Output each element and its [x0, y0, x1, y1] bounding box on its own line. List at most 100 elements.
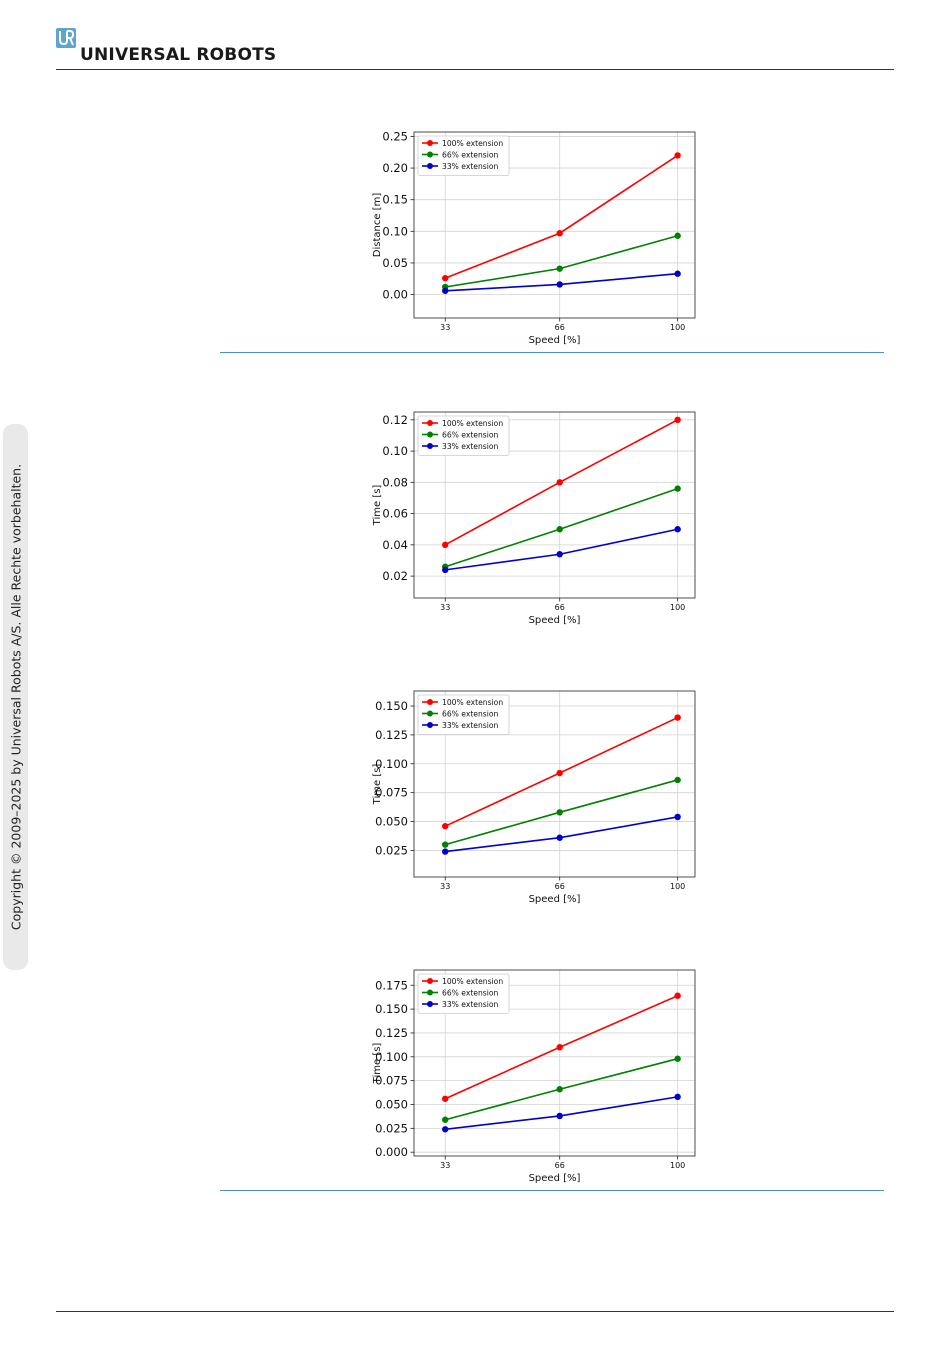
data-point-33-extension — [442, 1126, 449, 1133]
chart-time-1: 0.02 0.04 0.06 0.08 0.10 0.12 33 66 100 Speed [%]… — [372, 411, 696, 626]
data-point-66-extension — [556, 526, 563, 533]
legend-label: 33% extension — [442, 162, 498, 171]
legend-swatch-marker — [427, 1001, 433, 1007]
legend-swatch-marker — [427, 163, 433, 169]
plot-frame — [413, 969, 696, 1157]
y-tick-label: 0.25 — [382, 129, 408, 143]
y-axis-label: Distance [m] — [372, 193, 383, 258]
data-point-100-extension — [674, 152, 681, 159]
data-point-33-extension — [674, 813, 681, 821]
y-tick-label: 0.050 — [375, 815, 408, 829]
footer-divider — [56, 1311, 894, 1312]
y-tick-label: 0.125 — [375, 1026, 408, 1040]
y-tick-label: 0.00 — [382, 288, 408, 302]
x-tick-label: 33 — [440, 1161, 450, 1170]
data-point-66-extension — [674, 1055, 681, 1062]
ur-logo-icon — [56, 28, 76, 48]
data-point-33-extension — [556, 551, 563, 558]
x-axis-label: Speed [%] — [529, 615, 581, 626]
legend-box — [417, 135, 510, 176]
y-tick-label: 0.04 — [382, 538, 408, 552]
x-axis-label: Speed [%] — [529, 1173, 581, 1184]
legend-label: 33% extension — [442, 721, 498, 730]
legend-box — [417, 694, 510, 735]
data-point-33-extension — [556, 834, 563, 841]
x-tick-label: 100 — [670, 603, 685, 612]
legend-label: 66% extension — [442, 710, 498, 719]
legend-label: 66% extension — [442, 431, 498, 440]
plot-frame — [413, 131, 696, 319]
y-tick-label: 0.15 — [382, 193, 408, 207]
data-point-33-extension — [674, 526, 681, 533]
legend-box — [417, 415, 510, 456]
y-tick-label: 0.125 — [375, 728, 408, 742]
data-point-33-extension — [674, 1093, 681, 1101]
data-point-100-extension — [556, 230, 563, 237]
legend-swatch-marker — [427, 699, 433, 705]
data-point-33-extension — [674, 270, 681, 277]
x-tick-label: 33 — [440, 882, 450, 891]
header-divider — [56, 69, 894, 70]
x-tick-label: 66 — [555, 323, 565, 332]
x-tick-label: 66 — [555, 1161, 565, 1170]
data-point-66-extension — [674, 776, 681, 784]
page-header: UNIVERSAL ROBOTS — [56, 28, 894, 70]
legend-label: 100% extension — [442, 977, 503, 986]
y-tick-label: 0.050 — [375, 1097, 408, 1111]
data-point-100-extension — [442, 822, 449, 830]
legend-swatch-marker — [427, 722, 433, 728]
legend-swatch-marker — [427, 978, 433, 984]
x-axis-label: Speed [%] — [529, 335, 581, 346]
data-point-33-extension — [556, 1112, 563, 1120]
data-point-66-extension — [442, 841, 449, 848]
y-tick-label: 0.12 — [382, 413, 408, 427]
data-point-100-extension — [442, 274, 449, 282]
y-tick-label: 0.02 — [382, 569, 408, 583]
plot-frame — [413, 411, 696, 599]
legend-label: 66% extension — [442, 989, 498, 998]
data-point-100-extension — [442, 541, 449, 549]
data-point-100-extension — [556, 479, 563, 486]
legend-box — [417, 973, 510, 1014]
data-point-100-extension — [556, 1044, 563, 1051]
y-tick-label: 0.06 — [382, 507, 408, 521]
legend-swatch-marker — [427, 710, 433, 717]
legend-swatch-marker — [427, 431, 433, 438]
legend-label: 33% extension — [442, 1000, 498, 1009]
data-point-66-extension — [442, 1116, 449, 1123]
y-tick-label: 0.175 — [375, 978, 408, 992]
x-tick-label: 100 — [670, 1161, 685, 1170]
y-tick-label: 0.075 — [375, 786, 408, 800]
chart-time-3: 0.000 0.025 0.050 0.075 0.100 0.125 0.150 0.175… — [372, 969, 696, 1184]
legend-swatch-marker — [427, 989, 433, 996]
copyright-text: Copyright © 2009–2025 by Universal Robot… — [8, 463, 24, 931]
data-point-100-extension — [674, 416, 681, 424]
x-tick-label: 66 — [555, 603, 565, 612]
data-point-100-extension — [556, 769, 563, 777]
legend-label: 100% extension — [442, 698, 503, 707]
x-tick-label: 100 — [670, 882, 685, 891]
legend-swatch-marker — [427, 443, 433, 449]
y-tick-label: 0.100 — [375, 757, 408, 771]
y-tick-label: 0.20 — [382, 161, 408, 175]
y-tick-label: 0.150 — [375, 1002, 408, 1016]
y-tick-label: 0.150 — [375, 699, 408, 713]
data-point-100-extension — [674, 714, 681, 721]
section-divider-1 — [220, 352, 884, 353]
y-tick-label: 0.025 — [375, 843, 408, 857]
data-point-33-extension — [442, 287, 449, 294]
legend-swatch-marker — [427, 140, 433, 146]
x-tick-label: 33 — [440, 323, 450, 332]
y-axis-label: Time [s] — [372, 764, 383, 806]
data-point-66-extension — [556, 809, 563, 816]
data-point-33-extension — [556, 281, 563, 288]
y-tick-label: 0.05 — [382, 256, 408, 270]
legend-label: 100% extension — [442, 139, 503, 148]
data-point-66-extension — [556, 265, 563, 272]
x-axis-label: Speed [%] — [529, 894, 581, 905]
y-tick-label: 0.10 — [382, 444, 408, 458]
chart-distance: 0.00 0.05 0.10 0.15 0.20 0.25 33 66 100 Speed [%]… — [372, 129, 696, 346]
data-point-100-extension — [442, 1095, 449, 1102]
y-axis-label: Time [s] — [372, 485, 383, 527]
y-tick-label: 0.075 — [375, 1074, 408, 1088]
